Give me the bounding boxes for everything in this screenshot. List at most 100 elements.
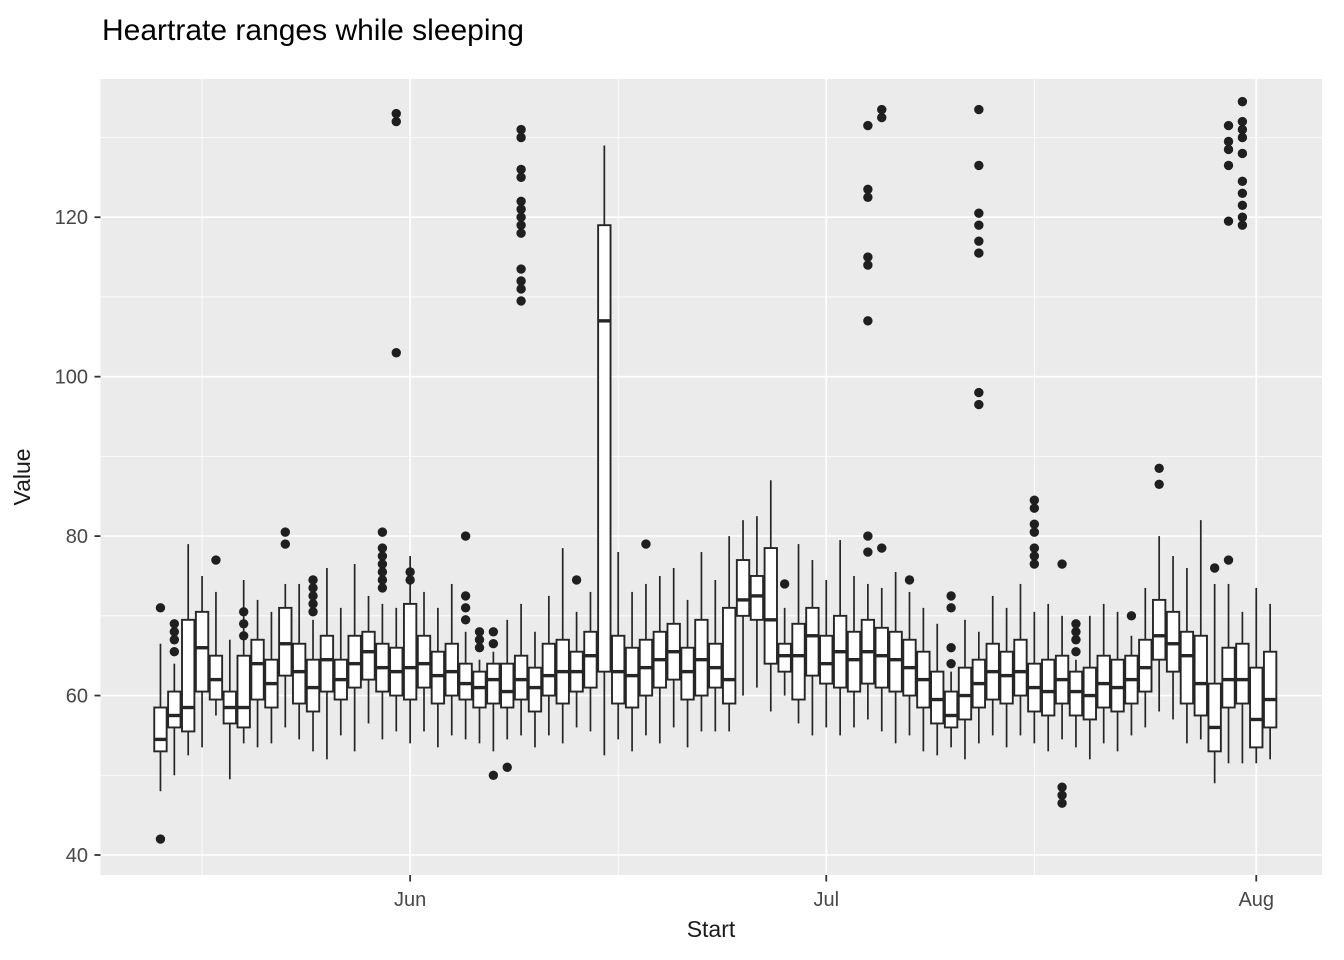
iqr-box [319, 634, 335, 693]
outlier-point [377, 583, 388, 593]
outlier-point [1237, 176, 1248, 187]
outlier-point [1126, 611, 1137, 621]
outlier-point [474, 627, 485, 637]
boxplot-may-20 [236, 579, 251, 744]
outlier-point [238, 619, 249, 629]
boxplot-jun-14 [583, 591, 598, 732]
boxplot-jul-11 [957, 619, 973, 760]
x-tick-label: Aug [1238, 889, 1274, 911]
boxplot-may-19 [222, 639, 237, 780]
outlier-point [877, 104, 887, 115]
y-axis-title: Value [9, 448, 35, 505]
y-tick-label: 100 [55, 367, 88, 389]
iqr-box [708, 642, 723, 689]
boxplot-jun-2 [416, 591, 432, 732]
outlier-point [571, 575, 582, 585]
iqr-box [1235, 642, 1250, 705]
boxplot-jun-8 [500, 619, 515, 773]
x-tick-label: Jun [394, 889, 426, 911]
outlier-point [405, 575, 415, 585]
outlier-point [1237, 96, 1248, 107]
boxplot-jul-8 [916, 607, 931, 752]
boxplot-jul-22 [1110, 611, 1125, 752]
iqr-box [153, 706, 168, 753]
boxplot-jul-25 [1152, 463, 1167, 712]
y-tick-label: 40 [66, 845, 88, 867]
boxplot-jul-14 [999, 607, 1014, 748]
iqr-box [735, 559, 751, 617]
boxplot-jul-30 [1221, 120, 1236, 764]
iqr-box [791, 622, 806, 701]
outlier-point [516, 172, 526, 183]
outlier-point [516, 124, 526, 135]
outlier-point [1237, 148, 1248, 159]
iqr-box [513, 654, 529, 701]
iqr-box [1013, 638, 1028, 697]
boxplot-jun-29 [791, 544, 806, 724]
outlier-point [1237, 188, 1248, 199]
iqr-box [694, 618, 709, 697]
outlier-point [516, 196, 526, 206]
outlier-point [474, 635, 485, 645]
iqr-box [167, 690, 182, 729]
outlier-point [460, 603, 471, 613]
panel-background [100, 79, 1322, 875]
boxplot-may-27 [333, 607, 348, 736]
boxplot-may-22 [264, 611, 279, 744]
iqr-box [1262, 650, 1278, 729]
outlier-point [502, 762, 512, 773]
outlier-point [1237, 116, 1248, 127]
boxplot-jun-20 [666, 568, 681, 728]
outlier-point [377, 575, 388, 585]
iqr-box [957, 666, 973, 721]
boxplot-may-17 [194, 575, 210, 748]
outlier-point [1029, 519, 1040, 529]
boxplot-may-25 [305, 575, 321, 752]
boxplot-aug-1 [1249, 587, 1264, 764]
boxplot-jun-30 [805, 560, 820, 736]
outlier-point [1029, 503, 1040, 513]
outlier-point [155, 834, 166, 844]
outlier-point [904, 575, 915, 585]
boxplot-jun-1 [402, 556, 418, 744]
outlier-point [1223, 555, 1234, 565]
outlier-point [1223, 216, 1234, 226]
outlier-point [308, 599, 318, 609]
iqr-box [1041, 658, 1056, 717]
boxplot-jun-23 [708, 579, 723, 732]
outlier-point [946, 643, 956, 653]
outlier-point [1057, 559, 1067, 569]
outlier-point [238, 607, 249, 617]
boxplot-jul-31 [1235, 96, 1250, 764]
boxplot-jun-5 [458, 531, 473, 740]
boxplot-jun-21 [680, 599, 695, 748]
outlier-point [1029, 551, 1040, 561]
iqr-box [1068, 670, 1084, 717]
x-axis-title: Start [687, 916, 736, 942]
iqr-box [430, 650, 446, 705]
outlier-point [280, 527, 290, 537]
boxplot-jun-3 [430, 607, 446, 748]
boxplot-jul-26 [1165, 556, 1181, 720]
outlier-point [516, 220, 526, 230]
iqr-box [930, 670, 945, 725]
boxplot-jul-9 [930, 623, 945, 756]
boxplot-jun-11 [541, 595, 556, 736]
outlier-point [377, 559, 388, 569]
iqr-box [1165, 610, 1181, 673]
outlier-point [238, 631, 249, 641]
boxplot-jul-2 [832, 540, 848, 736]
boxplot-jun-26 [749, 516, 765, 688]
boxplot-may-14 [153, 603, 168, 844]
boxplot-jun-15 [597, 145, 612, 756]
boxplot-jul-17 [1041, 603, 1056, 752]
outlier-point [863, 184, 873, 195]
iqr-box [1207, 682, 1222, 753]
outlier-point [863, 252, 873, 262]
iqr-box [763, 547, 778, 665]
boxplot-may-15 [167, 619, 182, 776]
outlier-point [308, 583, 318, 593]
iqr-box [541, 642, 556, 697]
outlier-point [1223, 144, 1234, 155]
boxplot-jun-17 [624, 591, 640, 752]
